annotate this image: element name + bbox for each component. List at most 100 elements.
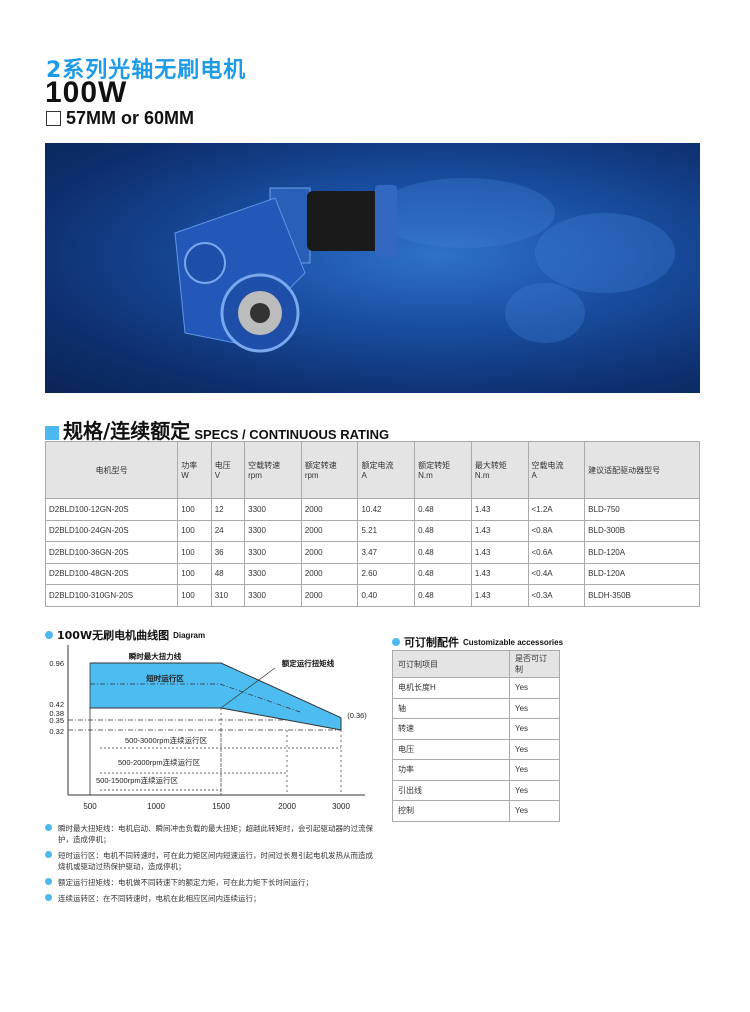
note-item: 连续运转区：在不同转速时，电机在此相应区间内连续运行； bbox=[45, 893, 375, 904]
column-header: 是否可订制 bbox=[509, 650, 560, 678]
table-row: 电机长度H Yes bbox=[392, 677, 560, 699]
column-header-label: 电压 bbox=[214, 461, 231, 470]
column-header: 额定转速 rpm bbox=[300, 441, 359, 499]
table-cell: 0.40 bbox=[357, 584, 416, 607]
table-cell: 1.43 bbox=[470, 584, 529, 607]
column-header-label: 空载转速 bbox=[248, 461, 281, 470]
table-cell: 0.48 bbox=[414, 498, 472, 521]
specs-title-en: SPECS / CONTINUOUS RATING bbox=[194, 427, 390, 442]
table-cell: Yes bbox=[509, 800, 560, 822]
notes-list: 瞬时最大扭矩线：电机启动、瞬间冲击负载的最大扭矩；超越此转矩时，会引起驱动器的过… bbox=[45, 823, 375, 909]
table-cell: Yes bbox=[509, 697, 560, 719]
short-time-zone-area bbox=[90, 663, 341, 730]
note-text: 额定运行扭矩线：电机做不同转速下的额定力矩，可在此力矩下长时间运行； bbox=[58, 878, 313, 887]
table-cell: Yes bbox=[509, 738, 560, 760]
table-cell: 电压 bbox=[392, 738, 510, 760]
torque-speed-diagram: 500 1000 1500 2000 3000 0.96 0.420.380.35 0.32 瞬… bbox=[49, 645, 367, 811]
frame-size-text: 57MM or 60MM bbox=[66, 108, 195, 128]
y-tick-label: 0.96 bbox=[49, 659, 64, 668]
y-tick-label: 0.42 bbox=[49, 700, 64, 709]
max-torque-label: 瞬时最大扭力线 bbox=[129, 651, 182, 661]
column-header: 功率 W bbox=[177, 441, 212, 499]
column-header: 额定电流 A bbox=[357, 441, 416, 499]
chart-annotation: 短时运行区 bbox=[146, 673, 184, 683]
table-cell: Yes bbox=[509, 718, 560, 740]
column-header: 电压 V bbox=[210, 441, 246, 499]
x-tick-label: 2000 bbox=[278, 802, 296, 811]
column-header: 电机型号 bbox=[44, 441, 179, 499]
table-cell: 控制 bbox=[392, 800, 510, 822]
table-row: 电压 Yes bbox=[392, 738, 560, 760]
table-cell: Yes bbox=[509, 759, 560, 781]
section-marker-icon bbox=[45, 426, 59, 440]
column-header-unit: rpm bbox=[248, 471, 262, 480]
table-cell: BLDH-350B bbox=[584, 584, 700, 607]
column-header: 空载转速 rpm bbox=[244, 441, 302, 499]
table-cell: Yes bbox=[509, 677, 560, 699]
bullet-icon bbox=[45, 878, 52, 885]
chart-annotation: 500-3000rpm连续运行区 bbox=[125, 735, 208, 745]
column-header-label: 最大转矩 bbox=[474, 461, 507, 470]
note-text: 短时运行区：电机不同转速时，可在此力矩区间内短速运行，时间过长易引起电机发热从而… bbox=[58, 851, 373, 871]
table-cell: 0.48 bbox=[414, 584, 472, 607]
diagram-title-en: Diagram bbox=[173, 630, 206, 640]
column-header-unit: rpm bbox=[304, 471, 319, 480]
square-icon bbox=[46, 111, 61, 126]
table-cell: BLD-120A bbox=[584, 541, 700, 564]
y-tick-label: 0.35 bbox=[49, 716, 64, 725]
table-cell: 2000 bbox=[300, 584, 359, 607]
note-text: 连续运转区：在不同转速时，电机在此相应区间内连续运行； bbox=[58, 894, 261, 903]
table-cell: <0.3A bbox=[527, 584, 586, 607]
table-cell: 轴 bbox=[392, 697, 510, 719]
specs-title-cn: 规格/连续额定 bbox=[63, 419, 191, 443]
table-header-row: 可订制项目 是否可订制 bbox=[392, 650, 560, 678]
y-tick-label: 0.38 bbox=[49, 709, 64, 718]
accessories-title-en: Customizable accessories bbox=[463, 637, 564, 647]
table-cell: 100 bbox=[177, 584, 212, 607]
x-tick-label: 1500 bbox=[212, 802, 230, 811]
note-item: 瞬时最大扭矩线：电机启动、瞬间冲击负载的最大扭矩；超越此转矩时，会引起驱动器的过… bbox=[45, 823, 375, 845]
rated-torque-line bbox=[90, 707, 342, 731]
column-header: 空载电流 A bbox=[527, 441, 586, 499]
short-zone-line bbox=[219, 683, 301, 713]
bullet-icon bbox=[392, 638, 400, 646]
column-header: 建议适配驱动器型号 bbox=[584, 441, 700, 499]
table-row: D2BLD100-48GN-20S 100 48 3300 2000 2.60 0.48 1.… bbox=[44, 562, 700, 585]
table-row: 控制 Yes bbox=[392, 800, 560, 822]
rated-torque-label: 额定运行扭矩线 bbox=[282, 658, 335, 668]
column-header-label: 功率 bbox=[181, 461, 198, 470]
table-cell: 310 bbox=[210, 584, 246, 607]
table-row: 转速 Yes bbox=[392, 718, 560, 740]
specs-section-header: 规格/连续额定 SPECS / CONTINUOUS RATING bbox=[45, 415, 389, 444]
column-header-label: 额定转矩 bbox=[418, 461, 451, 470]
bullet-icon bbox=[45, 894, 52, 901]
x-tick-label: 3000 bbox=[332, 802, 350, 811]
rated-line-pointer bbox=[220, 667, 276, 709]
x-tick-label: 500 bbox=[83, 802, 97, 811]
table-row: 引出线 Yes bbox=[392, 779, 560, 801]
table-cell: 转速 bbox=[392, 718, 510, 740]
bullet-icon bbox=[45, 631, 53, 639]
table-row: 轴 Yes bbox=[392, 697, 560, 719]
table-cell: Yes bbox=[509, 779, 560, 801]
table-cell: 0.48 bbox=[414, 519, 472, 542]
table-cell: <0.4A bbox=[527, 562, 586, 585]
specs-table: 电机型号 功率 W 电压 V 空载转速 rpm 额定转速 rpm 额定电流 A 额定转矩 N.m 最大转矩… bbox=[44, 441, 700, 607]
table-cell: 功率 bbox=[392, 759, 510, 781]
table-cell: <1.2A bbox=[527, 498, 586, 521]
accessories-header: 可订制配件 Customizable accessories bbox=[392, 634, 563, 650]
y-tick-label: 0.32 bbox=[49, 727, 64, 736]
table-cell: 1.43 bbox=[470, 498, 529, 521]
column-header-unit: A bbox=[361, 471, 367, 480]
table-cell: BLD-120A bbox=[584, 562, 700, 585]
table-cell: BLD-300B bbox=[584, 519, 700, 542]
column-header-unit: N.m bbox=[418, 471, 433, 480]
note-item: 短时运行区：电机不同转速时，可在此力矩区间内短速运行，时间过长易引起电机发热从而… bbox=[45, 850, 375, 872]
column-header-label: 空载电流 bbox=[531, 461, 564, 470]
column-header-unit: V bbox=[214, 471, 221, 480]
table-cell: 1.43 bbox=[470, 541, 529, 564]
accessories-title-cn: 可订制配件 bbox=[404, 636, 459, 649]
diagram-title-cn: 100W无刷电机曲线图 bbox=[57, 629, 170, 642]
table-cell: 引出线 bbox=[392, 779, 510, 801]
table-cell: 1.43 bbox=[470, 562, 529, 585]
